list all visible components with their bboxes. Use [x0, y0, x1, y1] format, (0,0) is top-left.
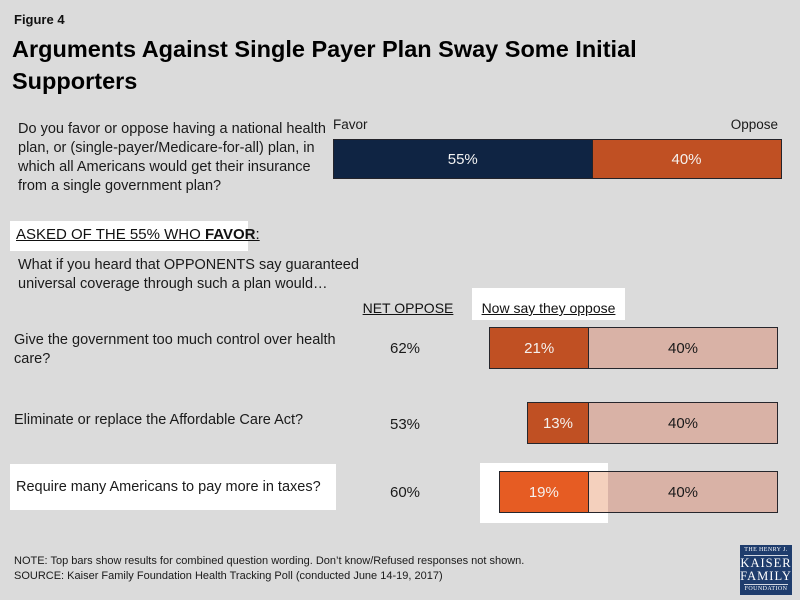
- now-oppose-segment: 21%: [490, 328, 589, 368]
- now-say-header-highlight-box: [472, 288, 625, 320]
- row-label-more-taxes: Require many Americans to pay more in ta…: [16, 479, 321, 495]
- logo-line-kaiser: KAISER: [740, 555, 792, 570]
- survey-question-text: Do you favor or oppose having a national…: [18, 121, 326, 195]
- initial-oppose-segment: 40%: [589, 472, 777, 512]
- row-label-replace-aca: Eliminate or replace the Affordable Care…: [14, 412, 304, 428]
- now-oppose-segment: 19%: [499, 472, 589, 512]
- net-oppose-value: 62%: [389, 340, 421, 357]
- now-oppose-value-label: 19%: [528, 483, 559, 501]
- row-label-government-control: Give the government too much control ove…: [14, 332, 336, 367]
- initial-oppose-value-label: 40%: [667, 483, 699, 501]
- page-title: Arguments Against Single Payer Plan Sway…: [12, 36, 637, 94]
- logo-line-family: FAMILY: [740, 569, 792, 583]
- favor-axis-label: Favor: [333, 117, 368, 132]
- asked-of-bold-word: FAVOR: [204, 226, 256, 243]
- taxes-row-highlight-box: [10, 464, 336, 510]
- logo-line-henry-j: THE HENRY J.: [744, 547, 788, 554]
- logo-line-foundation: FOUNDATION: [744, 586, 788, 593]
- bar-replace-aca: 13% 40%: [526, 402, 778, 444]
- followup-question-text: What if you heard that OPPONENTS say gua…: [18, 257, 359, 292]
- oppose-value-label: 40%: [671, 150, 702, 168]
- asked-of-highlight-box: [10, 221, 248, 251]
- bar-government-control: 21% 40%: [489, 327, 778, 369]
- now-oppose-segment: 13%: [527, 403, 589, 443]
- bar-more-taxes: 19% 40%: [498, 471, 778, 513]
- logo-divider: [744, 554, 788, 556]
- initial-oppose-value-label: 40%: [667, 414, 699, 432]
- logo-divider: [744, 584, 788, 586]
- now-oppose-value-label: 21%: [524, 339, 555, 357]
- favor-oppose-stacked-bar: 55% 40%: [333, 139, 782, 179]
- oppose-bar-segment: 40%: [592, 140, 781, 178]
- now-say-column-header: Now say they oppose: [481, 300, 616, 316]
- note-text: NOTE: Top bars show results for combined…: [14, 555, 525, 567]
- asked-of-suffix: :: [255, 226, 260, 243]
- net-oppose-column-header: NET OPPOSE: [362, 300, 454, 316]
- favor-bar-segment: 55%: [334, 140, 593, 178]
- favor-value-label: 55%: [447, 150, 478, 168]
- initial-oppose-segment: 40%: [589, 403, 777, 443]
- kaiser-family-foundation-logo: THE HENRY J. KAISER FAMILY FOUNDATION: [740, 545, 792, 595]
- net-oppose-value: 60%: [389, 484, 421, 501]
- figure-number: Figure 4: [14, 12, 65, 27]
- initial-oppose-segment: 40%: [589, 328, 777, 368]
- asked-of-prefix: ASKED OF THE 55% WHO: [16, 226, 205, 243]
- now-oppose-value-label: 13%: [542, 414, 573, 432]
- asked-of-label: ASKED OF THE 55% WHO FAVOR:: [16, 226, 260, 243]
- source-text: SOURCE: Kaiser Family Foundation Health …: [14, 570, 443, 582]
- net-oppose-value: 53%: [389, 416, 421, 433]
- oppose-axis-label: Oppose: [730, 117, 778, 132]
- initial-oppose-value-label: 40%: [667, 339, 699, 357]
